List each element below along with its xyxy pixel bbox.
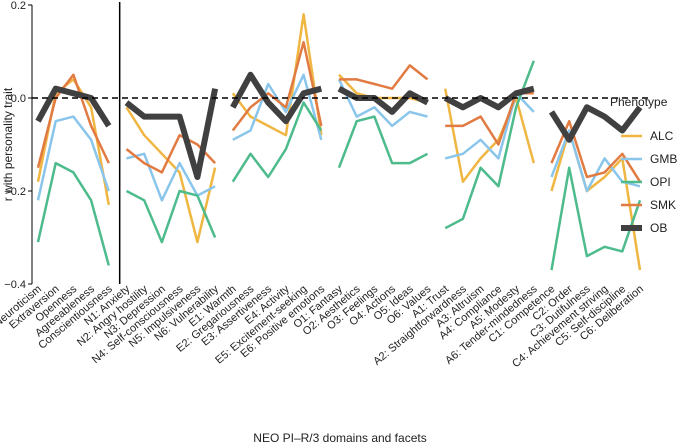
y-tick-label: 0.2: [11, 0, 26, 12]
legend: Phenotype ALC GMB OPI SMK OB: [610, 95, 677, 235]
series-line-alc: [125, 106, 217, 244]
legend-label-ob: OB: [650, 221, 667, 235]
legend-label-opi: OPI: [650, 175, 671, 189]
series-line-smk: [339, 64, 429, 90]
series-line-opi: [125, 189, 217, 244]
series-line-gmb: [126, 152, 216, 202]
series-lines: [35, 13, 643, 271]
series-line-ob: [548, 104, 643, 143]
series-line-opi: [550, 166, 642, 271]
y-axis-title: r with personality trait: [1, 87, 15, 201]
legend-label-alc: ALC: [650, 129, 674, 143]
series-line-opi: [337, 115, 429, 169]
series-line-gmb: [337, 78, 428, 128]
series-line-ob: [337, 86, 429, 115]
series-line-smk: [231, 40, 323, 132]
y-tick-label: −0.4: [4, 279, 26, 291]
series-line-alc: [231, 13, 323, 137]
x-axis: NeuroticismExtraversionOpennessAgreeable…: [0, 283, 646, 370]
legend-label-smk: SMK: [650, 198, 676, 212]
x-axis-title: NEO PI–R/3 domains and facets: [253, 431, 426, 445]
series-line-opi: [231, 101, 323, 183]
series-line-ob: [230, 71, 323, 125]
y-tick-label: 0.0: [11, 93, 26, 105]
series-line-gmb: [36, 115, 110, 201]
legend-title: Phenotype: [610, 95, 668, 109]
legend-label-gmb: GMB: [650, 152, 677, 166]
series-line-opi: [444, 60, 535, 230]
y-tick-label: −0.2: [4, 186, 26, 198]
y-axis: 0.2 0.0 −0.2 −0.4: [4, 0, 33, 291]
series-line-smk: [36, 73, 110, 169]
series-line-ob: [35, 85, 112, 128]
series-line-ob: [124, 88, 219, 180]
series-line-ob: [443, 85, 535, 111]
series-line-opi: [36, 161, 111, 266]
